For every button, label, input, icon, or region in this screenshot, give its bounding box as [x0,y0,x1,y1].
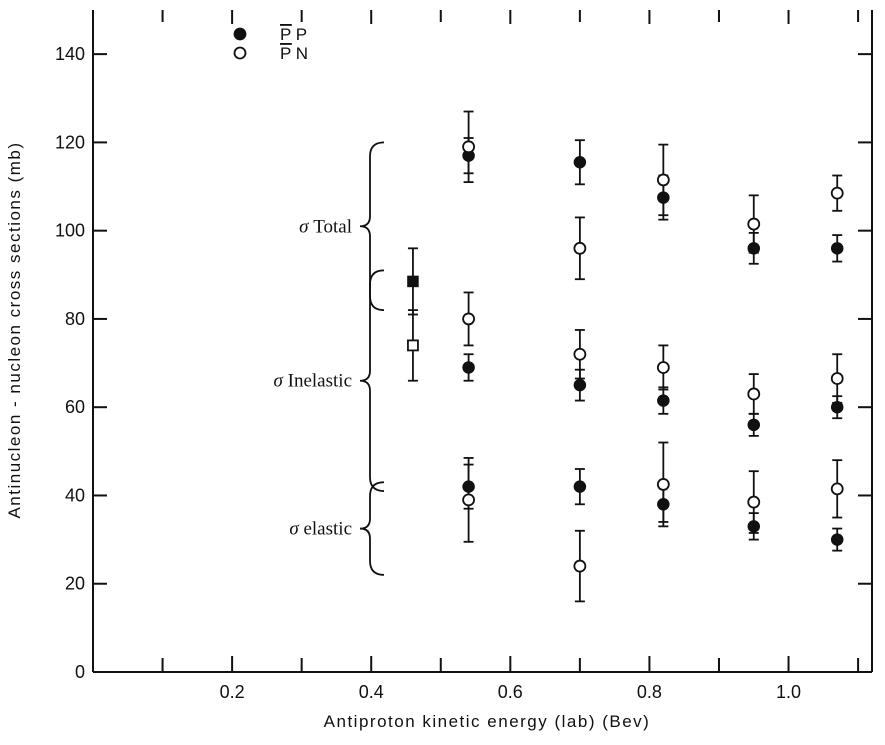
y-axis-label: Antinucleon - nucleon cross sections (mb… [5,141,24,518]
sigma-label: σ Total [299,216,352,237]
x-tick-label: 0.8 [637,682,662,702]
curly-brace [359,481,385,576]
x-axis-label: Antiproton kinetic energy (lab) (Bev) [324,712,651,731]
pn-point [747,387,761,401]
pn-point [830,482,844,496]
sigma-label: σ Inelastic [274,371,352,392]
x-axis-ticks: 0.2 0.4 0.6 0.8 1.0 [161,10,860,702]
sigma-symbol: σ [289,519,299,540]
legend-pn-marker [233,46,247,60]
y-tick-label: 60 [65,397,85,417]
curly-brace [359,141,385,312]
y-tick-label: 120 [55,132,85,152]
x-tick-label: 0.4 [359,682,384,702]
y-axis-ticks: 0 20 40 60 80 100 120 140 [55,44,872,682]
x-tick-label: 0.6 [498,682,523,702]
pp-point [657,394,670,407]
pn-point [462,493,475,507]
pp-point [830,533,844,546]
pn-point [656,173,670,187]
pp-point [573,378,587,392]
legend-pp-marker [233,27,247,41]
pn-point [573,241,587,255]
legend-label-rest: N [291,44,308,63]
y-tick-label: 0 [75,662,85,682]
sigma-symbol: σ [299,216,309,237]
legend-label-bar: P [280,44,291,63]
y-tick-label: 140 [55,44,85,64]
annotation-text: Total [308,216,352,237]
pp-point [462,361,475,374]
legend-label-bar: P [280,25,291,44]
filled-square-point [407,275,419,288]
legend-label: P N [280,44,308,63]
annotation-text: elastic [299,519,352,540]
sigma-symbol: σ [274,371,284,392]
x-tick-label: 0.2 [220,682,245,702]
pn-point [656,361,670,374]
data-points [407,110,844,603]
pp-point [573,480,587,493]
annotation-text: Inelastic [283,371,352,392]
legend: P PP N [233,24,308,63]
pn-point [573,559,587,573]
pn-point [462,140,475,154]
x-tick-label: 1.0 [776,682,801,702]
y-tick-label: 100 [55,221,85,241]
pn-point [462,312,475,326]
pn-point [656,478,670,491]
y-tick-label: 20 [65,574,85,594]
pp-point [747,418,761,432]
y-tick-label: 80 [65,309,85,329]
y-tick-label: 40 [65,485,85,505]
pn-point [573,347,587,361]
plot-frame [92,10,873,673]
legend-label-rest: P [291,25,307,44]
open-square-point [407,339,419,352]
pn-point [830,372,844,385]
legend-label: P P [280,25,307,44]
sigma-label: σ elastic [289,519,352,540]
curly-brace [359,269,385,492]
pn-point [747,217,761,231]
pn-point [830,186,844,200]
pp-point [573,156,587,169]
pn-point [747,495,761,509]
pp-point [830,242,844,255]
